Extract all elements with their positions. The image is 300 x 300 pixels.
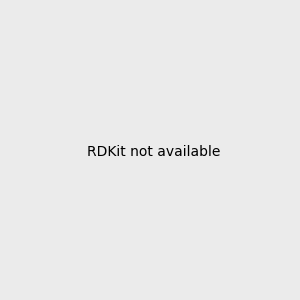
Text: RDKit not available: RDKit not available bbox=[87, 145, 220, 158]
